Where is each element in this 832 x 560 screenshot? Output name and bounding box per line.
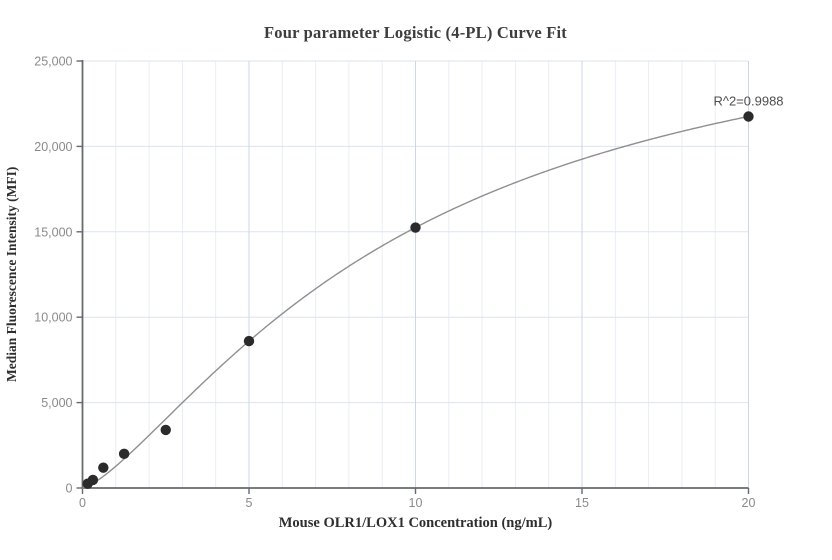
data-point xyxy=(243,335,255,347)
data-point xyxy=(160,424,171,436)
x-axis-label: Mouse OLR1/LOX1 Concentration (ng/mL) xyxy=(278,515,553,531)
chart-title: Four parameter Logistic (4-PL) Curve Fit xyxy=(264,23,567,42)
y-tick-label: 20,000 xyxy=(34,140,72,154)
data-point xyxy=(118,448,130,460)
data-point xyxy=(98,462,109,473)
data-point xyxy=(87,474,99,486)
x-tick-label: 15 xyxy=(575,496,589,510)
x-tick-label: 20 xyxy=(742,496,756,510)
y-tick-label: 5,000 xyxy=(41,396,72,410)
data-point xyxy=(743,111,754,122)
y-tick-label: 15,000 xyxy=(34,225,72,239)
x-tick-label: 0 xyxy=(79,496,86,510)
y-tick-label: 25,000 xyxy=(34,55,72,69)
x-tick-label: 5 xyxy=(246,496,253,510)
y-tick-label: 10,000 xyxy=(34,311,72,325)
y-tick-label: 0 xyxy=(66,482,73,496)
r-squared-label: R^2=0.9988 xyxy=(713,94,783,109)
data-point xyxy=(410,222,421,233)
x-tick-label: 10 xyxy=(409,496,423,510)
